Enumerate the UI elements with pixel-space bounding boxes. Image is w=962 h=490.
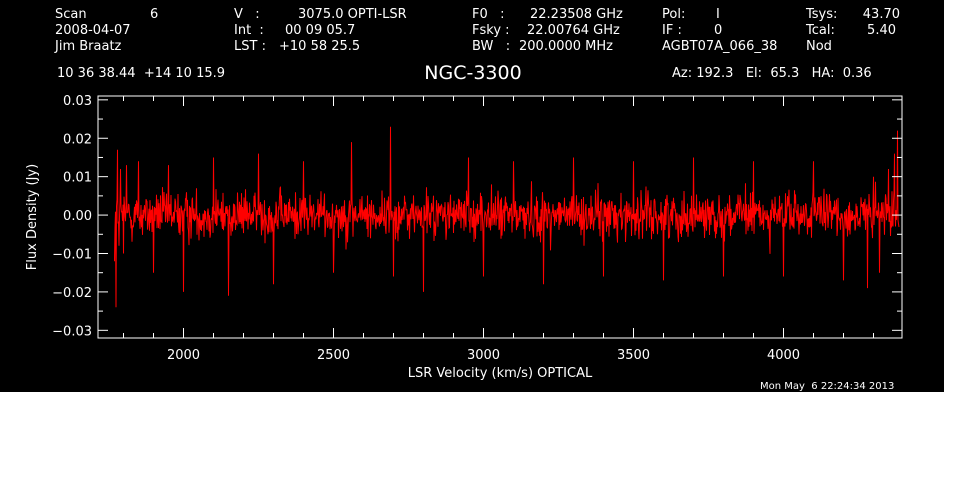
tsys-label: Tsys: xyxy=(806,7,838,22)
y-tick-label: −0.01 xyxy=(52,247,92,262)
chart-title: NGC-3300 xyxy=(424,62,522,84)
x-tick-label: 3500 xyxy=(617,348,650,363)
y-tick-label: 0.00 xyxy=(63,209,92,224)
fsky-value: 22.00764 GHz xyxy=(527,23,620,38)
bandwidth-value: 200.0000 MHz xyxy=(519,39,613,54)
velocity-value: 3075.0 OPTI-LSR xyxy=(298,7,407,22)
x-tick-label: 3000 xyxy=(467,348,500,363)
observation-date: 2008-04-07 xyxy=(55,23,131,38)
y-tick-label: −0.02 xyxy=(52,286,92,301)
plot-panel: Scan 6 2008-04-07 Jim Braatz V : 3075.0 … xyxy=(0,0,944,392)
scan-value: 6 xyxy=(150,7,159,22)
f0-label: F0 : xyxy=(472,7,505,22)
observing-mode: Nod xyxy=(806,39,832,54)
if-value: 0 xyxy=(714,23,723,38)
if-label: IF : xyxy=(662,23,682,38)
f0-value: 22.23508 GHz xyxy=(530,7,623,22)
y-tick-label: −0.03 xyxy=(52,324,92,339)
az-el-ha: Az: 192.3 El: 65.3 HA: 0.36 xyxy=(672,66,872,81)
integration-label: Int : xyxy=(234,23,264,38)
x-tick-label: 2500 xyxy=(317,348,350,363)
fsky-label: Fsky : xyxy=(472,23,510,38)
tcal-label: Tcal: xyxy=(806,23,835,38)
tcal-value: 5.40 xyxy=(867,23,896,38)
y-axis-label: Flux Density (Jy) xyxy=(25,164,40,270)
bandwidth-label: BW : xyxy=(472,39,511,54)
polarization-label: Pol: xyxy=(662,7,686,22)
lst-value: +10 58 25.5 xyxy=(279,39,361,54)
x-tick-label: 2000 xyxy=(167,348,200,363)
source-coordinates: 10 36 38.44 +14 10 15.9 xyxy=(57,66,226,81)
spectrum-plot: 2000 2500 3000 3500 4000 −0.03 −0.02 −0.01 0.00 0… xyxy=(25,94,903,381)
plot-frame xyxy=(97,95,903,339)
polarization-value: I xyxy=(716,7,720,22)
integration-value: 00 09 05.7 xyxy=(285,23,356,38)
y-tick-label: 0.02 xyxy=(63,132,92,147)
y-tick-label: 0.03 xyxy=(63,94,92,109)
scan-label: Scan xyxy=(55,7,87,22)
y-tick-label: 0.01 xyxy=(63,171,92,186)
x-tick-label: 4000 xyxy=(767,348,800,363)
x-axis-label: LSR Velocity (km/s) OPTICAL xyxy=(408,366,593,381)
velocity-label: V : xyxy=(234,7,260,22)
tsys-value: 43.70 xyxy=(862,7,900,22)
observer-name: Jim Braatz xyxy=(55,39,122,54)
spectrum-line xyxy=(114,126,900,308)
plot-timestamp: Mon May 6 22:24:34 2013 xyxy=(760,381,895,392)
project-id: AGBT07A_066_38 xyxy=(662,39,778,54)
lst-label: LST : xyxy=(234,39,266,54)
